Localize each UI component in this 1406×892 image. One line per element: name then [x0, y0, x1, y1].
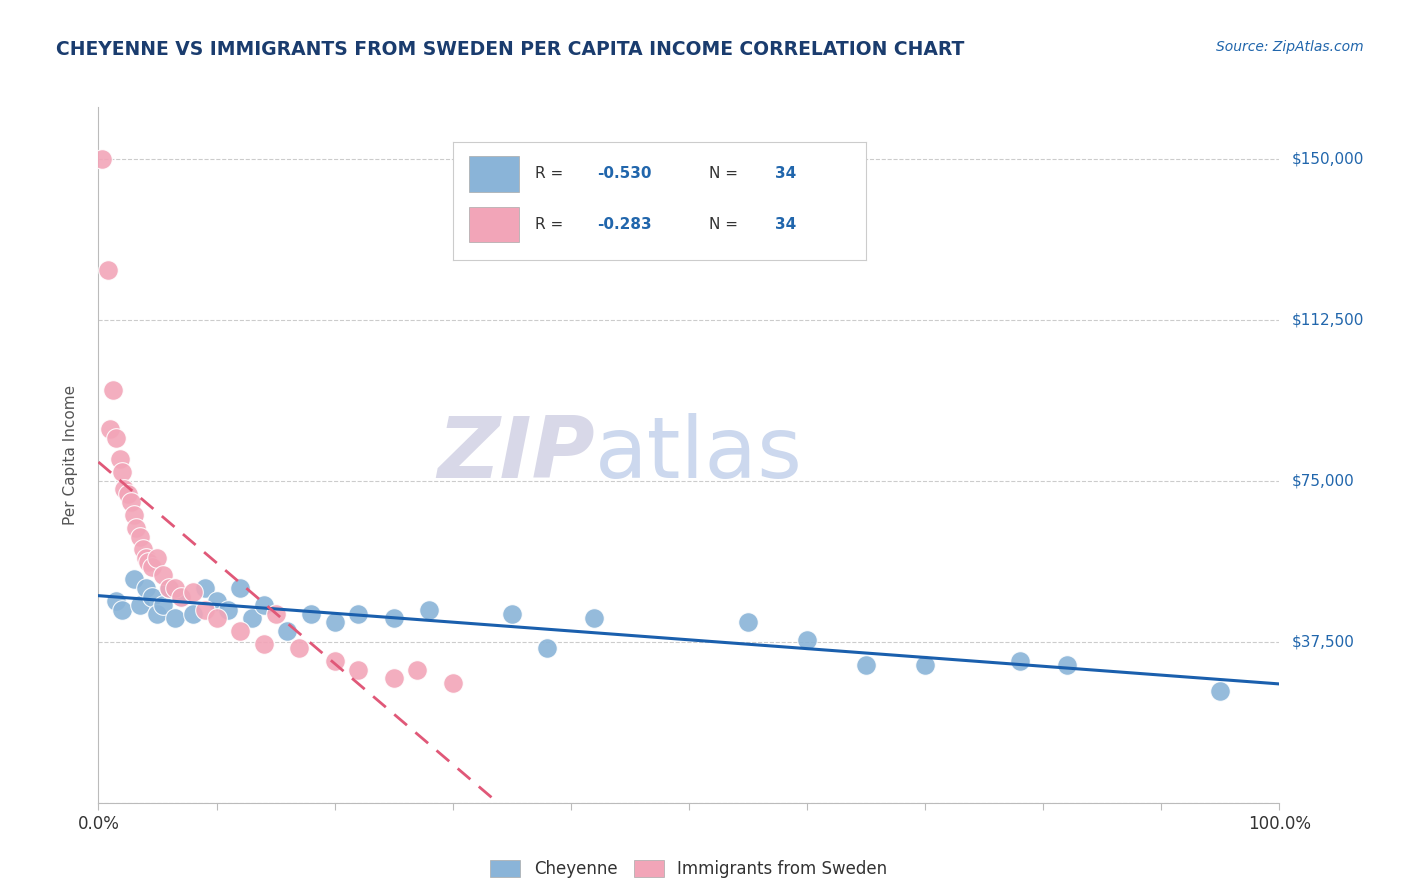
Bar	[470, 207, 519, 243]
Point	[141, 590, 163, 604]
Point	[347, 607, 370, 621]
Point	[229, 581, 252, 595]
Point	[382, 671, 405, 685]
Point	[276, 624, 298, 638]
Point	[299, 607, 322, 621]
Text: atlas: atlas	[595, 413, 803, 497]
Text: $75,000: $75,000	[1291, 473, 1354, 488]
Point	[146, 607, 169, 621]
Text: -0.283: -0.283	[598, 217, 652, 232]
Point	[217, 602, 239, 616]
Point	[105, 431, 128, 445]
Point	[323, 615, 346, 630]
Point	[1008, 654, 1031, 668]
Point	[170, 590, 193, 604]
Text: Source: ZipAtlas.com: Source: ZipAtlas.com	[1216, 40, 1364, 54]
Point	[536, 641, 558, 656]
Point	[136, 555, 159, 569]
Point	[108, 452, 131, 467]
Point	[205, 594, 228, 608]
Point	[170, 590, 193, 604]
Point	[98, 422, 121, 436]
Point	[111, 602, 134, 616]
Point	[165, 611, 187, 625]
Point	[382, 611, 405, 625]
Point	[125, 521, 148, 535]
Point	[117, 486, 139, 500]
Point	[323, 654, 346, 668]
Point	[135, 551, 157, 566]
Text: $150,000: $150,000	[1291, 151, 1364, 166]
Text: CHEYENNE VS IMMIGRANTS FROM SWEDEN PER CAPITA INCOME CORRELATION CHART: CHEYENNE VS IMMIGRANTS FROM SWEDEN PER C…	[56, 40, 965, 59]
Point	[418, 602, 440, 616]
Point	[288, 641, 311, 656]
Point	[152, 568, 174, 582]
Text: R =: R =	[536, 166, 568, 181]
Point	[205, 611, 228, 625]
Point	[101, 384, 124, 398]
Y-axis label: Per Capita Income: Per Capita Income	[63, 384, 77, 525]
Text: N =: N =	[709, 217, 742, 232]
Point	[122, 508, 145, 522]
Point	[229, 624, 252, 638]
Text: $37,500: $37,500	[1291, 634, 1354, 649]
Point	[122, 573, 145, 587]
Point	[347, 663, 370, 677]
Point	[855, 658, 877, 673]
Point	[97, 263, 120, 277]
Point	[181, 585, 204, 599]
Point	[583, 611, 606, 625]
Point	[194, 602, 217, 616]
Point	[141, 559, 163, 574]
Text: N =: N =	[709, 166, 742, 181]
Point	[157, 581, 180, 595]
Text: 34: 34	[775, 217, 796, 232]
Point	[91, 152, 114, 166]
Point	[406, 663, 429, 677]
Point	[914, 658, 936, 673]
Point	[501, 607, 523, 621]
Point	[105, 594, 128, 608]
Point	[253, 637, 276, 651]
Point	[121, 495, 143, 509]
Point	[1209, 684, 1232, 698]
Text: -0.530: -0.530	[598, 166, 652, 181]
Point	[128, 599, 150, 613]
Point	[165, 581, 187, 595]
Point	[157, 581, 180, 595]
Point	[111, 465, 134, 479]
Text: ZIP: ZIP	[437, 413, 595, 497]
Text: R =: R =	[536, 217, 568, 232]
Legend: Cheyenne, Immigrants from Sweden: Cheyenne, Immigrants from Sweden	[484, 854, 894, 885]
Point	[796, 632, 818, 647]
Text: 34: 34	[775, 166, 796, 181]
Point	[135, 581, 157, 595]
Point	[128, 529, 150, 543]
Point	[194, 581, 217, 595]
Point	[253, 599, 276, 613]
Point	[132, 542, 155, 557]
Text: $112,500: $112,500	[1291, 312, 1364, 327]
Point	[737, 615, 759, 630]
Point	[1056, 658, 1078, 673]
Point	[441, 675, 464, 690]
Point	[264, 607, 287, 621]
Bar	[470, 156, 519, 192]
Point	[146, 551, 169, 566]
Point	[112, 483, 135, 497]
Point	[152, 599, 174, 613]
Point	[181, 607, 204, 621]
Point	[240, 611, 263, 625]
